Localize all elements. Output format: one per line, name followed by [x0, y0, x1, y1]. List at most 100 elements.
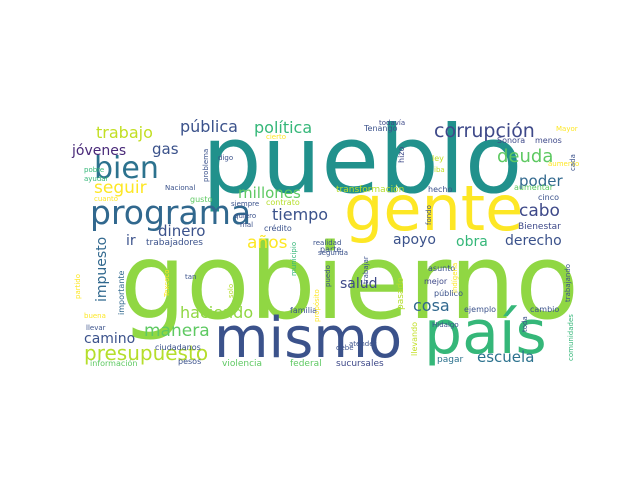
word-contrato: contrato [266, 198, 300, 207]
word-hidalgo: Hidalgo [432, 321, 459, 329]
word-millones: millones [238, 184, 301, 202]
word-derecho: derecho [505, 233, 562, 249]
word-publica: pública [180, 117, 238, 136]
word-credito: crédito [264, 223, 292, 233]
word-publico: público [434, 289, 463, 298]
word-ayudar: ayudar [84, 175, 109, 183]
word-digo: digo [218, 154, 233, 162]
word-camino: camino [84, 331, 135, 347]
word-cinco: cinco [538, 193, 559, 202]
word-informacion: información [90, 358, 137, 368]
word-mayor: Mayor [556, 125, 578, 133]
word-corrupcion: corrupción [434, 120, 535, 142]
word-obra: obra [456, 234, 488, 250]
word-aumentar: aumentar [514, 183, 554, 192]
word-pais: país [424, 298, 547, 368]
word-dinero: dinero [158, 222, 205, 240]
word-tiempo: tiempo [272, 205, 328, 224]
word-pesos: pesos [178, 357, 201, 366]
word-parte: parte [320, 245, 341, 254]
word-todavia: todavía [379, 119, 405, 127]
word-solo: solo [227, 284, 235, 298]
word-escuela: escuela [477, 348, 534, 366]
word-cada: cada [569, 154, 577, 171]
word-familia: familia [290, 306, 317, 315]
word-mismo: mismo [214, 306, 402, 371]
word-cambio: cambio [530, 305, 559, 314]
word-segunda: segunda [318, 249, 348, 257]
word-cuanto: cuanto [94, 195, 118, 203]
word-jovenes: jóvenes [71, 143, 126, 159]
word-salud: salud [340, 276, 378, 292]
word-realidad: realidad [313, 239, 341, 247]
word-gente: gente [344, 172, 523, 245]
word-impuesto: impuesto [94, 237, 110, 302]
word-cierto: cierto [266, 133, 286, 141]
word-mal: mal [240, 221, 253, 229]
word-indigena: indígena [451, 263, 459, 293]
word-problema: problema [202, 149, 210, 182]
word-presupuesto: presupuesto [84, 341, 208, 365]
word-llevando: llevando [410, 322, 419, 356]
word-fondo: fondo [425, 205, 433, 225]
word-quiero: quiero [234, 212, 256, 220]
word-gusto: gusto [190, 195, 212, 204]
word-debe: debe [336, 344, 354, 352]
word-atender: atender [349, 340, 377, 348]
word-tan: tan [185, 273, 196, 281]
word-siempre: siempre [231, 200, 259, 208]
word-pueblo: pueblo [202, 106, 522, 215]
word-sucursales: sucursales [336, 359, 384, 369]
word-haciendo: haciendo [180, 303, 253, 322]
word-apoyo: apoyo [393, 232, 436, 248]
word-ejemplo: ejemplo [464, 305, 496, 314]
word-cabo: cabo [519, 201, 560, 221]
word-pobre: pobre [84, 166, 104, 174]
word-cosa: cosa [413, 296, 450, 315]
word-politica: política [254, 118, 312, 137]
word-nacional: Nacional [165, 184, 195, 192]
word-poder: poder [519, 172, 563, 190]
word-bien: bien [94, 151, 159, 186]
word-mejor: mejor [424, 277, 448, 286]
word-hecho: hecho [428, 185, 452, 194]
word-buena: buena [84, 312, 106, 320]
word-gas: gas [152, 140, 179, 158]
word-iba: iba [434, 166, 445, 174]
word-seguir: seguir [94, 178, 147, 198]
word-sonora: Sonora [497, 136, 525, 145]
word-partido: partido [74, 274, 82, 299]
word-proposito: propósito [313, 289, 321, 322]
word-trabajo: trabajo [96, 123, 153, 142]
word-trabajar: trabajar [362, 256, 370, 284]
word-violencia: violencia [222, 359, 262, 369]
word-hizo: hizo [397, 147, 406, 163]
word-llevar: llevar [86, 324, 106, 332]
word-toda: toda [521, 316, 529, 332]
word-comunidades: comunidades [567, 314, 575, 361]
word-menos: menos [535, 136, 562, 145]
word-trabajando: trabajando [564, 264, 572, 302]
word-trabajadores: trabajadores [146, 238, 203, 248]
word-ley: ley [432, 154, 444, 163]
word-ciudadanos: ciudadanos [155, 343, 201, 352]
word-asunto: asunto [428, 264, 455, 273]
word-manera: manera [144, 321, 210, 341]
word-pagar: pagar [437, 355, 463, 365]
word-municipio: municipio [290, 242, 298, 276]
word-ir: ir [126, 233, 136, 249]
word-texcoco: Texcoco [163, 269, 171, 298]
word-importante: importante [117, 270, 126, 315]
word-deuda: deuda [497, 146, 553, 167]
word-bienestar: Bienestar [518, 222, 561, 232]
word-programa: programa [90, 193, 251, 232]
word-puedo: puedo [324, 265, 332, 287]
word-aumento: aumento [548, 160, 579, 168]
word-tenango: Tenango [363, 124, 398, 133]
word-gobierno: gobierno [120, 221, 579, 343]
word-pasado: pasado [396, 277, 406, 310]
word-anos: años [247, 233, 288, 253]
word-transformacion: transformación [336, 184, 404, 195]
word-federal: federal [290, 359, 322, 369]
